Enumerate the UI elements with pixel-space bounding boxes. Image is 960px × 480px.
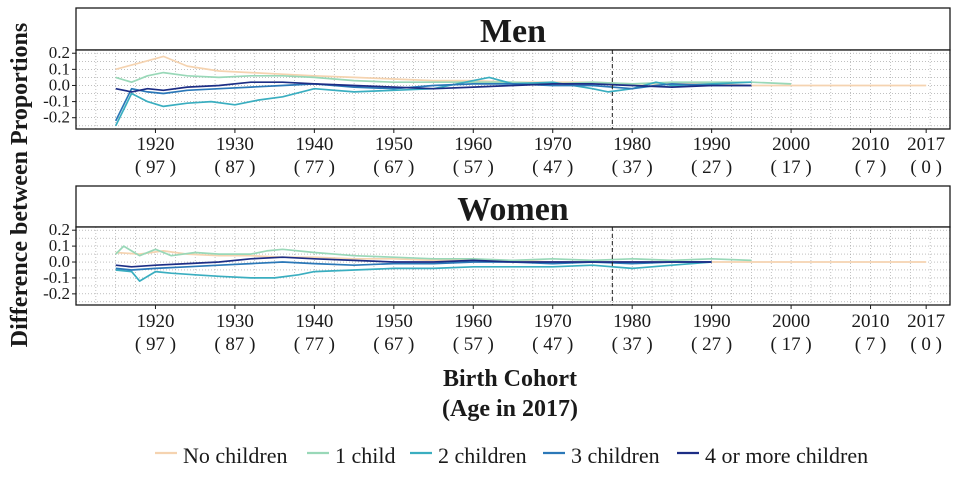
legend-label: No children [183,443,287,468]
series-lines [115,245,927,282]
panel-strip [75,185,951,228]
y-tick-label: 0.0 [49,252,70,271]
x-tick-label: 2010 [852,311,890,332]
y-tick-label: 0.0 [49,75,70,94]
x-tick-age-label: ( 67 ) [373,334,414,355]
plot-frame [75,49,951,130]
x-tick-label: 1920 [136,134,174,155]
x-tick-age-label: ( 77 ) [294,157,335,178]
series-line-1 [115,245,752,262]
x-tick-age-label: ( 67 ) [373,157,414,178]
legend-item-2: 2 children [410,443,527,468]
x-tick-label: 1990 [693,311,731,332]
x-tick-label: 1950 [375,134,413,155]
legend: No children 1 child 2 children 3 children 4 … [155,443,868,468]
x-tick-label: 1920 [136,311,174,332]
x-tick-label: 1990 [693,134,731,155]
y-tick-label: 0.1 [49,236,70,255]
x-tick-age-label: ( 47 ) [532,157,573,178]
series-line-4 [115,256,712,268]
y-tick-label: 0.2 [49,220,70,239]
x-tick-age-label: ( 97 ) [135,334,176,355]
x-axis-label-line1: Birth Cohort [443,366,577,392]
x-tick-age-label: ( 97 ) [135,157,176,178]
x-tick-age-label: ( 47 ) [532,334,573,355]
x-tick-label: 1980 [613,311,651,332]
y-tick-label: -0.2 [43,284,70,303]
legend-label: 2 children [438,443,527,468]
x-tick-label: 1930 [216,311,254,332]
legend-item-1: 1 child [307,443,396,468]
x-tick-age-label: ( 87 ) [214,157,255,178]
y-tick-label: -0.1 [43,268,70,287]
panel-1: Women 0.20.10.0-0.1-0.2 1920( 97 ) 1930( 87… [43,185,951,355]
legend-label: 3 children [571,443,660,468]
x-tick-age-label: ( 27 ) [691,334,732,355]
x-tick-label: 2010 [852,134,890,155]
legend-label: 1 child [335,443,396,468]
x-tick-age-label: ( 87 ) [214,334,255,355]
x-tick-age-label: ( 57 ) [453,334,494,355]
panel-strip [75,7,951,51]
x-tick-label: 1960 [454,311,492,332]
legend-label: 4 or more children [705,443,868,468]
series-lines [114,55,927,127]
legend-item-4: 4 or more children [677,443,868,468]
x-tick-label: 1980 [613,134,651,155]
plot-frame [75,226,951,306]
y-tick-label: 0.1 [49,59,70,78]
x-tick-label: 2000 [772,134,810,155]
y-axis-label: Difference between Proportions [7,23,33,347]
x-tick-age-label: ( 37 ) [612,334,653,355]
x-tick-age-label: ( 0 ) [910,334,942,355]
x-tick-label: 1930 [216,134,254,155]
x-tick-age-label: ( 27 ) [691,157,732,178]
x-tick-label: 1960 [454,134,492,155]
x-tick-label: 1970 [534,134,572,155]
x-tick-label: 2017 [907,134,945,155]
y-tick-label: -0.2 [43,108,70,127]
x-tick-age-label: ( 37 ) [612,157,653,178]
legend-item-0: No children [155,443,287,468]
y-tick-label: 0.2 [49,43,70,62]
x-tick-age-label: ( 7 ) [855,157,887,178]
x-axis-label-line2: (Age in 2017) [442,396,578,422]
panel-title: Men [480,13,546,50]
x-tick-label: 1940 [295,134,333,155]
panel-title: Women [457,191,569,228]
x-tick-age-label: ( 0 ) [910,157,942,178]
x-tick-label: 2017 [907,311,945,332]
x-tick-label: 1940 [295,311,333,332]
x-tick-age-label: ( 17 ) [771,157,812,178]
y-tick-label: -0.1 [43,92,70,111]
panel-0: Men 0.20.10.0-0.1-0.2 1920( 97 ) 1930( 87 )… [43,7,951,178]
x-tick-age-label: ( 7 ) [855,334,887,355]
x-tick-label: 1970 [534,311,572,332]
x-tick-label: 2000 [772,311,810,332]
legend-item-3: 3 children [543,443,660,468]
x-tick-age-label: ( 77 ) [294,334,335,355]
series-line-2 [115,261,712,282]
x-tick-label: 1950 [375,311,413,332]
x-tick-age-label: ( 57 ) [453,157,494,178]
series-line-4 [115,81,752,93]
x-tick-age-label: ( 17 ) [771,334,812,355]
